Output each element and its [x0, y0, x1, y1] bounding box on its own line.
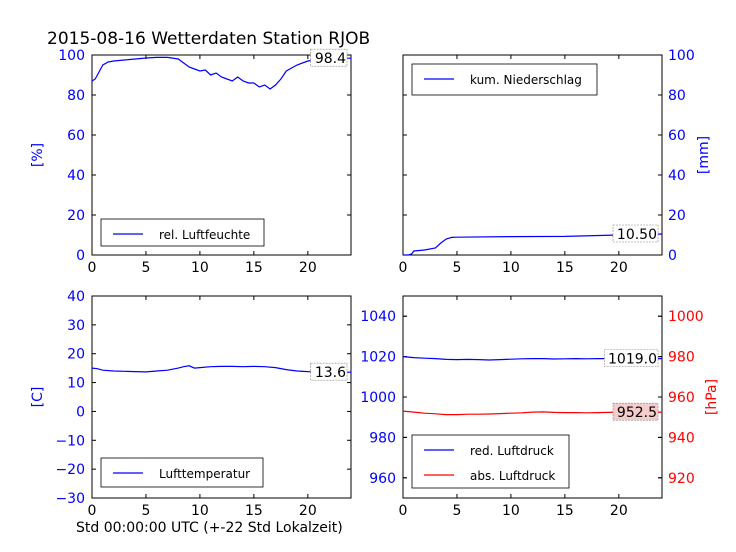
- series-line-1: [91, 365, 351, 373]
- value-label: 1019.0: [608, 352, 657, 368]
- y-tick-label: −20: [55, 462, 85, 478]
- y-tick-label: 100: [668, 48, 695, 64]
- y-tick-label: 60: [67, 128, 85, 144]
- y-tick-label: 960: [369, 471, 396, 487]
- x-tick-label: 20: [610, 260, 628, 276]
- series-line-1: [403, 233, 663, 256]
- value-badge: [612, 402, 659, 421]
- legend-label: rel. Luftfeuchte: [159, 228, 250, 242]
- y-tick-label: 0: [76, 248, 85, 264]
- chart-panel-1: 0 5 10 15 20 0 20 40 60 80 100 [%] rel. Luftfeuchte 9…: [30, 48, 352, 276]
- y-tick-label: −30: [55, 491, 85, 507]
- legend-label: kum. Niederschlag: [470, 73, 582, 87]
- legend-label: abs. Luftdruck: [470, 469, 555, 483]
- y-tick-label: 1000: [360, 390, 396, 406]
- y-axis-label: [hPa]: [704, 379, 720, 415]
- x-tick-label: 5: [452, 503, 461, 519]
- x-tick-label: 15: [245, 260, 263, 276]
- value-badge: [604, 349, 659, 367]
- y-axis-label: [C]: [30, 387, 46, 408]
- y-tick-label: 40: [67, 289, 85, 305]
- chart-panel-2: 0 5 10 15 20 0 20 40 60 80 100 [mm] kum. Niederschla…: [399, 48, 712, 276]
- x-tick-label: 20: [610, 503, 628, 519]
- value-label: 952.5: [617, 405, 657, 421]
- x-tick-label: 15: [245, 503, 263, 519]
- y-tick-label: 920: [668, 471, 695, 487]
- value-label: 10.50: [617, 227, 657, 243]
- value-badge: [612, 224, 659, 243]
- y-tick-label: 80: [668, 88, 686, 104]
- x-tick-label: 5: [452, 260, 461, 276]
- value-badge: [310, 362, 348, 381]
- y-tick-label: 980: [369, 430, 396, 446]
- y-tick-label: 40: [67, 168, 85, 184]
- y-tick-label: 20: [67, 347, 85, 363]
- legend-box: [100, 218, 265, 247]
- x-tick-label: 0: [88, 503, 97, 519]
- y-tick-label: 1000: [668, 309, 704, 325]
- value-label: 98.4: [315, 51, 346, 67]
- y-tick-label: 40: [668, 168, 686, 184]
- y-tick-label: 0: [668, 248, 677, 264]
- value-badge: [310, 48, 348, 67]
- y-tick-label: −10: [55, 433, 85, 449]
- y-tick-label: 20: [668, 208, 686, 224]
- x-tick-label: 5: [141, 260, 150, 276]
- y-tick-label: 30: [67, 318, 85, 334]
- y-tick-label: 1020: [360, 350, 396, 366]
- y-tick-label: 20: [67, 208, 85, 224]
- y-tick-label: 0: [76, 404, 85, 420]
- y-tick-label: 10: [67, 376, 85, 392]
- legend-label: red. Luftdruck: [470, 444, 554, 458]
- y-tick-label: 60: [668, 128, 686, 144]
- y-tick-label: 940: [668, 430, 695, 446]
- y-tick-label: 80: [67, 88, 85, 104]
- x-axis-label: Std 00:00:00 UTC (+-22 Std Lokalzeit): [76, 520, 343, 536]
- x-tick-label: 20: [299, 503, 317, 519]
- x-tick-label: 0: [88, 260, 97, 276]
- legend-label: Lufttemperatur: [159, 467, 250, 481]
- x-tick-label: 10: [191, 503, 209, 519]
- x-tick-label: 10: [502, 260, 520, 276]
- y-tick-label: 100: [58, 48, 85, 64]
- plot-frame: [91, 295, 352, 499]
- y-axis-label: [mm]: [696, 136, 712, 174]
- chart-panel-3: 0 5 10 15 20 −30 −20 −10 0 10 20 30 40 [C] Lufttempera…: [30, 289, 352, 519]
- y-tick-label: 980: [668, 350, 695, 366]
- x-tick-label: 15: [556, 503, 574, 519]
- x-tick-label: 15: [556, 260, 574, 276]
- y-tick-label: 960: [668, 390, 695, 406]
- y-axis-label: [%]: [30, 143, 46, 167]
- series-line-1: [91, 56, 351, 90]
- x-tick-label: 0: [399, 503, 408, 519]
- figure-title: 2015-08-16 Wetterdaten Station RJOB: [47, 29, 370, 49]
- plot-frame: [91, 54, 352, 256]
- y-tick-label: 1040: [360, 309, 396, 325]
- x-tick-label: 10: [502, 503, 520, 519]
- x-tick-label: 20: [299, 260, 317, 276]
- x-tick-label: 10: [191, 260, 209, 276]
- chart-panel-4: 0 5 10 15 20 960 980 1000 1020 1040 920 940 960 980 10…: [360, 295, 720, 519]
- x-tick-label: 0: [399, 260, 408, 276]
- x-tick-label: 5: [141, 503, 150, 519]
- plot-frame: [402, 54, 663, 256]
- legend-box: [411, 434, 570, 489]
- value-label: 13.6: [315, 365, 346, 381]
